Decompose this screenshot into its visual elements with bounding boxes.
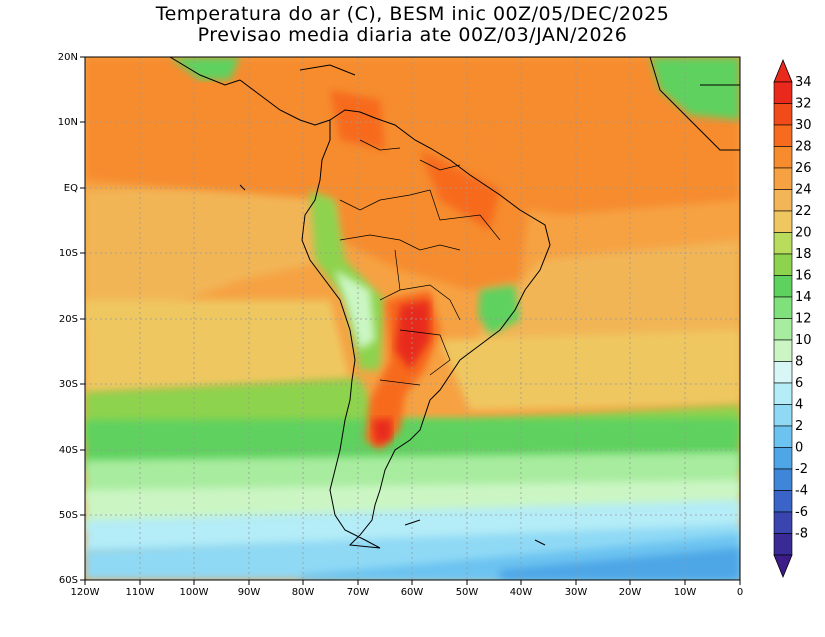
colorbar-label: -2	[795, 462, 808, 477]
lon-label: 20W	[619, 587, 642, 598]
map-gridlines	[85, 57, 740, 580]
colorbar-swatch	[773, 275, 793, 298]
lat-label: 10S	[59, 248, 78, 259]
colorbar-swatch	[773, 511, 793, 534]
lat-label: 20S	[59, 314, 78, 325]
lon-label: 110W	[126, 587, 155, 598]
colorbar-label: 8	[795, 355, 803, 370]
colorbar-label: 14	[795, 290, 812, 305]
colorbar-swatch	[773, 232, 793, 255]
colorbar-swatch	[773, 167, 793, 190]
colorbar-swatch	[773, 425, 793, 448]
colorbar-label: -8	[795, 527, 808, 542]
lon-label: 0	[737, 587, 743, 598]
colorbar-label: 20	[795, 226, 812, 241]
colorbar-label: 18	[795, 247, 812, 262]
lon-label: 90W	[238, 587, 261, 598]
axis-ticks	[80, 56, 741, 585]
colorbar-label: -6	[795, 505, 808, 520]
lon-label: 10W	[674, 587, 697, 598]
colorbar-swatch	[773, 468, 793, 491]
colorbar-label: 24	[795, 183, 812, 198]
colorbar-top-arrow	[773, 58, 793, 83]
lat-label: 50S	[59, 510, 78, 521]
colorbar-label: 16	[795, 269, 812, 284]
chart-title-line1: Temperatura do ar (C), BESM inic 00Z/05/…	[155, 3, 670, 25]
lat-label: 30S	[59, 379, 78, 390]
temperature-field	[85, 57, 740, 580]
colorbar-swatch	[773, 447, 793, 470]
lon-label: 40W	[510, 587, 533, 598]
colorbar-swatch	[773, 382, 793, 405]
lon-label: 100W	[180, 587, 209, 598]
colorbar-label: 12	[795, 312, 812, 327]
lon-label: 60W	[401, 587, 424, 598]
colorbar-swatch	[773, 296, 793, 319]
colorbar-label: 10	[795, 333, 812, 348]
colorbar-label: 30	[795, 118, 812, 133]
colorbar-swatch	[773, 146, 793, 169]
colorbar-label: 22	[795, 204, 812, 219]
colorbar-swatch	[773, 339, 793, 362]
colorbar-bottom-arrow	[773, 554, 793, 579]
lon-label: 30W	[565, 587, 588, 598]
latitude-labels: 20N 10N EQ 10S 20S 30S 40S 50S 60S	[58, 52, 78, 586]
lat-label: 60S	[59, 575, 78, 586]
chart-title-line2: Previsao media diaria ate 00Z/03/JAN/202…	[197, 24, 628, 46]
colorbar-swatch	[773, 210, 793, 233]
lon-label: 80W	[292, 587, 315, 598]
lat-label: 20N	[58, 52, 78, 63]
colorbar-swatch	[773, 189, 793, 212]
lon-label: 70W	[347, 587, 370, 598]
longitude-labels: 120W 110W 100W 90W 80W 70W 60W 50W 40W 3…	[71, 587, 744, 598]
lat-label: 40S	[59, 445, 78, 456]
colorbar-label: -4	[795, 484, 808, 499]
colorbar-swatch	[773, 490, 793, 513]
colorbar-swatch	[773, 404, 793, 427]
colorbar-swatch	[773, 103, 793, 126]
colorbar-swatch	[773, 253, 793, 276]
colorbar-label: 32	[795, 97, 812, 112]
country-borders	[339, 139, 501, 386]
colorbar-label: 26	[795, 161, 812, 176]
colorbar-label: 0	[795, 441, 803, 456]
colorbar-label: 2	[795, 419, 803, 434]
lat-label: EQ	[64, 183, 78, 194]
colorbar-swatch	[773, 124, 793, 147]
colorbar-swatch	[773, 318, 793, 341]
colorbar-swatch	[773, 81, 793, 104]
colorbar-label: 28	[795, 140, 812, 155]
colorbar-swatch	[773, 533, 793, 556]
lon-label: 120W	[71, 587, 100, 598]
lon-label: 50W	[456, 587, 479, 598]
colorbar-label: 34	[795, 75, 812, 90]
colorbar-swatch	[773, 361, 793, 384]
colorbar-label: 6	[795, 376, 803, 391]
coastlines	[169, 57, 740, 549]
colorbar-label: 4	[795, 398, 803, 413]
lat-label: 10N	[58, 117, 78, 128]
